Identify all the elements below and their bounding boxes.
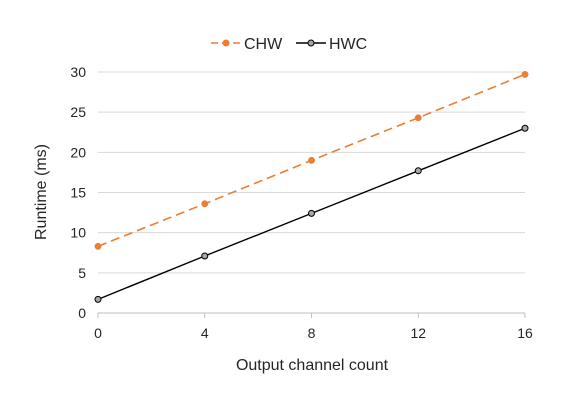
series-group: [94, 70, 529, 303]
x-axis-title: Output channel count: [236, 357, 389, 374]
data-point: [201, 200, 209, 208]
data-point: [521, 124, 529, 132]
y-tick-label: 25: [70, 104, 86, 120]
y-axis-title: Runtime (ms): [33, 144, 50, 240]
legend-label: HWC: [329, 36, 367, 53]
legend-item-hwc: HWC: [296, 36, 367, 53]
y-tick-label: 5: [78, 265, 86, 281]
x-tick-label: 12: [410, 325, 426, 341]
data-point: [308, 156, 315, 164]
legend-marker: [307, 39, 315, 47]
data-point: [308, 209, 315, 217]
y-tick-label: 0: [78, 305, 86, 321]
x-tick-label: 0: [94, 325, 102, 341]
legend-marker: [222, 39, 230, 47]
series-chw: [94, 70, 529, 250]
legend-item-chw: CHW: [211, 36, 283, 53]
gridlines: [98, 71, 525, 274]
data-point: [521, 70, 529, 78]
data-point: [94, 295, 102, 303]
series-hwc: [94, 124, 529, 303]
legend-label: CHW: [244, 36, 283, 53]
data-point: [201, 252, 209, 260]
y-tick-label: 20: [70, 144, 86, 160]
legend: CHW HWC: [211, 36, 367, 53]
y-tick-label: 10: [70, 225, 86, 241]
y-tick-label: 30: [70, 64, 86, 80]
x-tick-label: 8: [308, 325, 316, 341]
y-tick-label: 15: [70, 185, 86, 201]
data-point: [414, 167, 422, 175]
axes: 0 5 10 15 20 25 30 0 4 8 12 16: [70, 64, 533, 341]
x-tick-label: 4: [201, 325, 209, 341]
data-point: [94, 242, 102, 250]
data-point: [414, 114, 422, 122]
x-tick-label: 16: [517, 325, 533, 341]
